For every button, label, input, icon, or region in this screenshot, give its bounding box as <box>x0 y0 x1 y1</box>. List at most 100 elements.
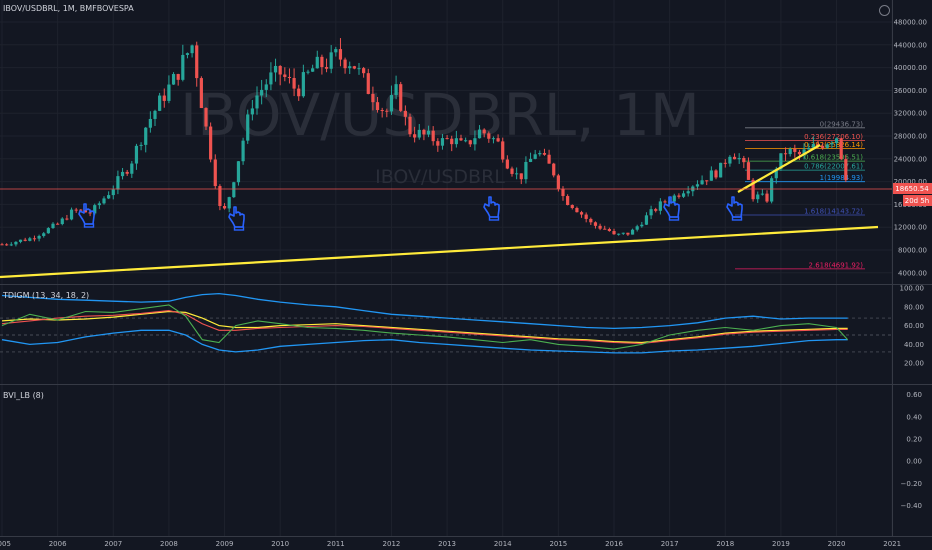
tdigm-mid-line <box>1 310 848 344</box>
pointing-hand-icon <box>663 196 680 221</box>
candle-body <box>496 138 500 142</box>
tdigm-tick-label: 40.00 <box>904 341 924 349</box>
candle-body <box>765 193 769 202</box>
candle-body <box>69 209 74 220</box>
candle-body <box>273 65 278 73</box>
candle-body <box>797 151 802 155</box>
candle-body <box>417 129 421 138</box>
hand-cuff <box>233 226 245 231</box>
time-axis[interactable]: 2005 2006 2007 2008 2009 2010 2011 2012 2013 2014… <box>0 540 901 548</box>
candle-body <box>329 52 333 69</box>
time-tick-label: 2012 <box>383 540 401 548</box>
hand-outline <box>663 196 680 218</box>
tdigm-lower-band <box>1 329 848 354</box>
candle-body <box>287 76 292 79</box>
candle-body <box>770 178 774 202</box>
hand-cuff <box>83 223 95 228</box>
tdigm-tick-label: 100.00 <box>900 285 925 293</box>
price-tick-label: 40000.00 <box>894 64 927 72</box>
hand-outline <box>483 196 500 218</box>
candle-body <box>607 229 611 232</box>
candle-body <box>732 156 737 160</box>
candle-body <box>760 193 764 195</box>
time-tick-label: 2005 <box>0 540 11 548</box>
candle-body <box>464 140 468 142</box>
candle-body <box>695 184 700 187</box>
trendlines[interactable] <box>0 144 879 279</box>
candle-body <box>348 66 352 69</box>
tdigm-title[interactable]: TDIGM (13, 34, 18, 2) <box>3 291 90 300</box>
candle-body <box>148 118 152 128</box>
candle-body <box>23 239 27 241</box>
candle-body <box>714 170 718 178</box>
candle-body <box>426 130 431 135</box>
price-tick-label: 44000.00 <box>894 41 927 49</box>
countdown-badge <box>903 195 932 206</box>
candle-body <box>515 173 519 175</box>
fib-level-label: 0.382(25826.14) <box>804 141 863 149</box>
candle-body <box>9 244 13 246</box>
tdigm-tick-label: 20.00 <box>904 360 924 368</box>
bvi-tick-label: 0.60 <box>906 391 922 399</box>
fibonacci-retracement[interactable]: 0(29436.73) 0.236(27206.10)0.382(25826.14… <box>735 120 865 269</box>
candle-body <box>672 195 676 202</box>
price-tick-label: 28000.00 <box>894 133 927 141</box>
candle-body <box>79 209 83 211</box>
time-tick-label: 2018 <box>716 540 734 548</box>
candle-body <box>561 188 565 197</box>
candle-body <box>612 231 616 235</box>
candle-body <box>408 116 412 135</box>
candle-body <box>783 153 788 155</box>
candle-body <box>807 147 811 150</box>
pointing-hand-icon <box>78 203 95 228</box>
candle-body <box>654 209 658 211</box>
price-axis[interactable]: 48000.00 44000.00 40000.00 36000.00 32000.00… <box>894 19 927 511</box>
candle-body <box>139 144 143 146</box>
hand-outline <box>726 196 743 218</box>
settings-gear-icon[interactable] <box>879 5 890 16</box>
candle-body <box>324 67 329 69</box>
candle-body <box>116 176 120 190</box>
bvi-title[interactable]: BVI_LB (8) <box>3 391 44 400</box>
time-tick-label: 2008 <box>160 540 178 548</box>
candle-body <box>844 159 848 181</box>
candle-body <box>42 233 46 236</box>
long-trendline[interactable] <box>0 225 879 279</box>
candle-body <box>658 201 662 211</box>
candle-body <box>477 129 482 139</box>
time-tick-label: 2015 <box>549 540 567 548</box>
short-trendline[interactable] <box>737 144 821 193</box>
candle-body <box>445 138 449 140</box>
candle-body <box>830 143 834 145</box>
candle-body <box>171 74 176 85</box>
candle-body <box>255 95 259 109</box>
bvi-tick-label: 0.40 <box>906 413 922 421</box>
price-tick-label: 12000.00 <box>894 224 927 232</box>
candle-body <box>626 232 630 235</box>
symbol-watermark-sub: IBOV/USDBRL <box>375 166 505 188</box>
candle-body <box>617 233 621 235</box>
bvi-tick-label: 0.00 <box>906 458 922 466</box>
last-price-badge <box>893 183 932 194</box>
time-tick-label: 2009 <box>216 540 234 548</box>
tdigm-rsi-line <box>1 304 849 350</box>
candle-body <box>584 214 588 219</box>
candle-body <box>120 171 125 177</box>
candle-body <box>14 241 18 245</box>
candle-body <box>589 218 593 223</box>
pointing-hand-icon <box>228 206 245 231</box>
fib-level-label: 0(29436.73) <box>820 120 864 128</box>
time-tick-label: 2006 <box>49 540 67 548</box>
candle-body <box>751 179 755 200</box>
hand-annotations <box>78 196 743 231</box>
candle-body <box>28 238 32 241</box>
candle-body <box>533 154 537 159</box>
candle-body <box>728 156 732 164</box>
candle-body <box>802 149 806 155</box>
candle-body <box>538 153 542 155</box>
symbol-title[interactable]: IBOV/USDBRL, 1M, BMFBOVESPA <box>3 4 134 13</box>
candle-body <box>570 205 574 209</box>
candle-body <box>742 158 746 163</box>
candlestick-series <box>0 38 848 247</box>
